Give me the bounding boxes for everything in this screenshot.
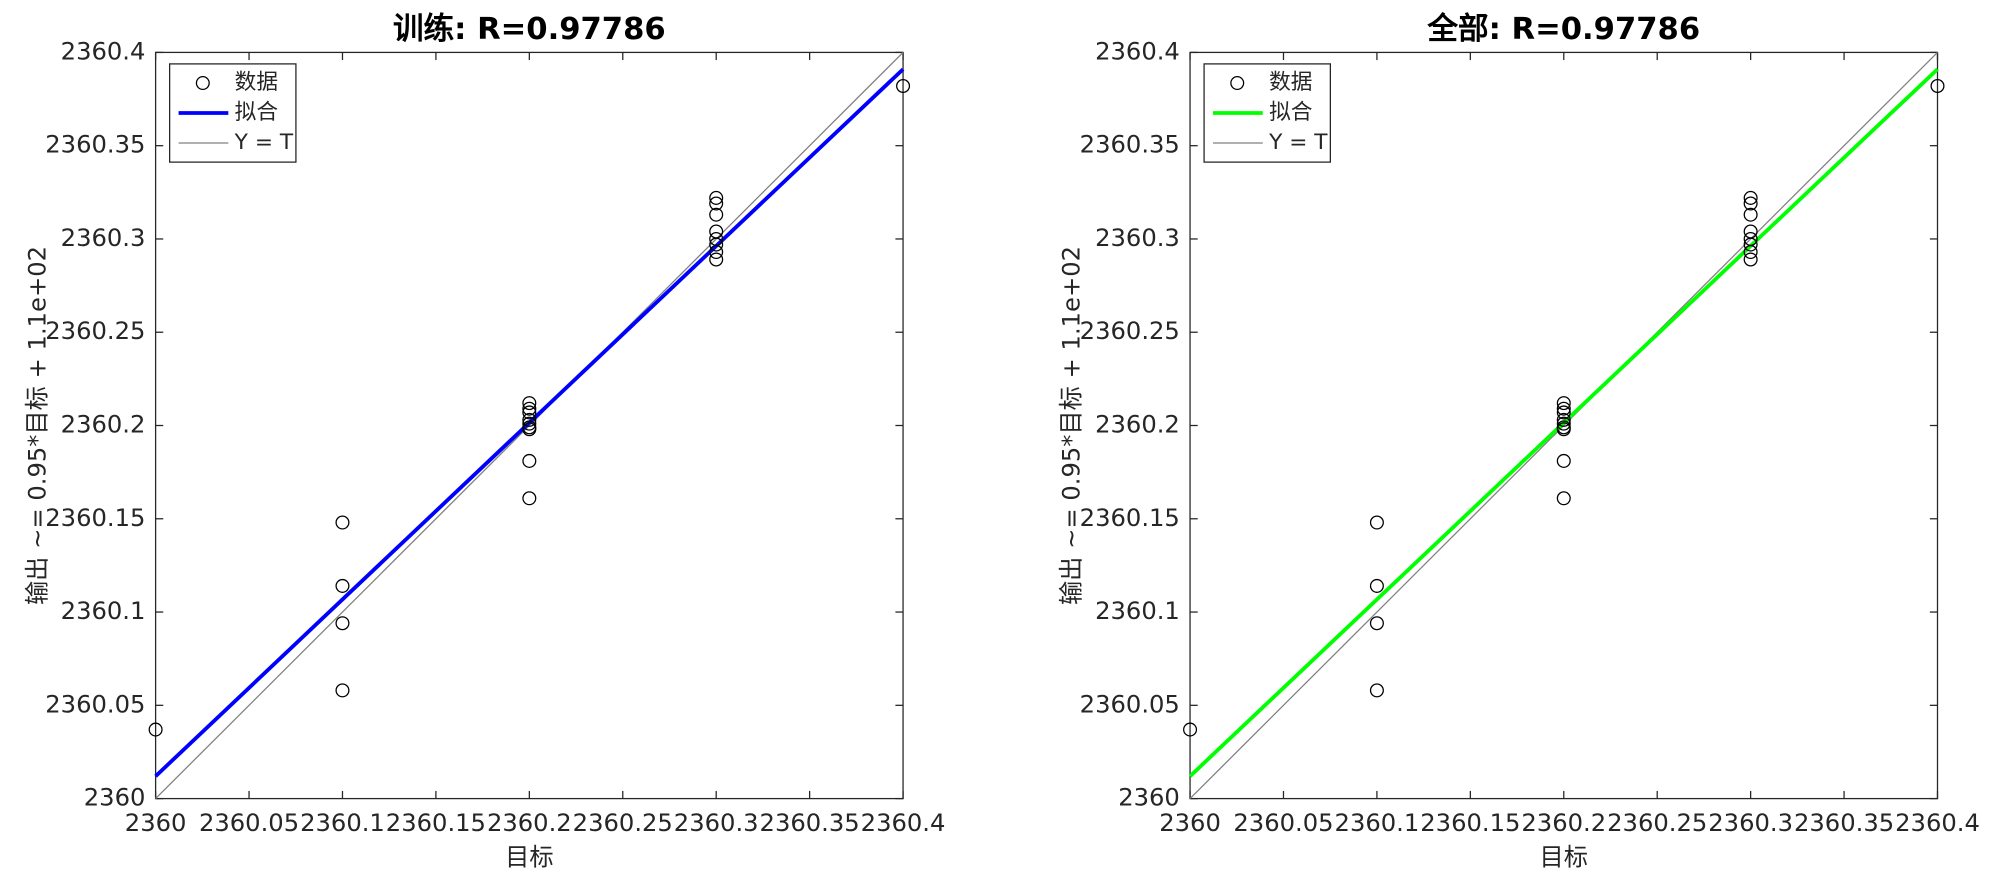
y-tick-label: 2360.25 — [45, 317, 145, 345]
data-point — [896, 78, 911, 94]
legend-marker — [1230, 76, 1245, 91]
data-point — [1369, 578, 1384, 593]
x-tick-label: 2360 — [1159, 809, 1221, 837]
chart-title: 全部: R=0.97786 — [1426, 11, 1700, 47]
x-tick-label: 2360.35 — [760, 809, 860, 837]
legend-label: 拟合 — [1269, 100, 1312, 125]
x-tick-label: 2360.4 — [861, 809, 946, 837]
legend-label: Y = T — [234, 130, 294, 155]
x-tick-label: 2360.1 — [1335, 809, 1420, 837]
data-point — [1743, 237, 1758, 252]
x-tick-label: 2360.25 — [573, 809, 673, 837]
data-point — [335, 578, 350, 593]
plot: 2360 2360.05 2360.1 2360.15 2360.2 2360.25 236… — [23, 12, 945, 871]
legend-label: 数据 — [1269, 70, 1312, 95]
x-tick-label: 2360.4 — [1895, 809, 1980, 837]
y-tick-label: 2360.35 — [45, 131, 145, 159]
data-point — [1183, 722, 1198, 737]
data-point — [1743, 190, 1758, 205]
y-tick-label: 2360.1 — [61, 597, 146, 625]
y-tick-label: 2360.05 — [45, 690, 145, 718]
data-point — [335, 616, 350, 631]
data-point — [1369, 515, 1384, 530]
data-point — [522, 401, 537, 416]
data-point — [522, 453, 537, 468]
data-point — [1743, 252, 1758, 267]
x-tick-label: 2360.05 — [1233, 809, 1333, 837]
data-point — [1369, 683, 1384, 698]
data-point — [522, 396, 537, 411]
x-tick-label: 2360 — [125, 809, 187, 837]
data-point — [709, 190, 724, 205]
y-tick-label: 2360.15 — [45, 504, 145, 532]
chart-title: 训练: R=0.97786 — [393, 12, 666, 47]
data-point — [1930, 78, 1945, 94]
data-point — [709, 252, 724, 267]
y-tick-label: 2360.1 — [1095, 597, 1180, 625]
data-point — [1556, 412, 1571, 427]
y-tick-label: 2360 — [1118, 784, 1180, 812]
data-point — [1556, 422, 1571, 437]
data-point — [1556, 416, 1571, 431]
y-axis-label: 输出 ~= 0.95*目标 + 1.1e+02 — [23, 246, 51, 605]
y-tick-label: 2360.25 — [1080, 317, 1180, 345]
data-point — [522, 405, 537, 420]
legend-marker — [195, 76, 210, 91]
x-tick-label: 2360.15 — [1420, 809, 1520, 837]
legend-label: Y = T — [1268, 130, 1328, 155]
data-point — [1743, 245, 1758, 260]
y-axis-label: 输出 ~= 0.95*目标 + 1.1e+02 — [1058, 246, 1086, 605]
legend-label: 拟合 — [235, 100, 278, 125]
data-point — [1743, 207, 1758, 222]
data-point — [1743, 196, 1758, 211]
y-tick-label: 2360.2 — [1095, 411, 1180, 439]
y-tick-label: 2360.05 — [1080, 690, 1180, 718]
data-point — [335, 515, 350, 530]
data-point — [709, 245, 724, 260]
data-point — [1556, 401, 1571, 416]
x-tick-label: 2360.2 — [487, 809, 572, 837]
data-point — [335, 683, 350, 698]
x-tick-label: 2360.2 — [1521, 809, 1606, 837]
data-point — [522, 491, 537, 506]
data-point — [709, 207, 724, 222]
y-tick-label: 2360 — [84, 784, 146, 812]
x-tick-label: 2360.3 — [674, 809, 759, 837]
data-point — [148, 722, 163, 737]
identity-line — [1189, 51, 1938, 800]
data-point — [709, 196, 724, 211]
data-point — [1556, 491, 1571, 506]
legend-label: 数据 — [235, 70, 278, 95]
y-tick-label: 2360.4 — [61, 37, 146, 65]
data-point — [1556, 453, 1571, 468]
x-tick-label: 2360.35 — [1794, 809, 1894, 837]
y-tick-label: 2360.3 — [61, 224, 146, 252]
x-tick-label: 2360.1 — [300, 809, 385, 837]
x-axis-label: 目标 — [1540, 844, 1588, 872]
x-tick-label: 2360.15 — [386, 809, 486, 837]
data-point — [522, 416, 537, 431]
data-point — [709, 237, 724, 252]
plot: 2360 2360.05 2360.1 2360.15 2360.2 2360.25 236… — [1058, 11, 1980, 871]
x-axis-label: 目标 — [505, 844, 553, 872]
data-point — [1556, 405, 1571, 420]
data-point — [1369, 616, 1384, 631]
y-tick-label: 2360.3 — [1095, 224, 1180, 252]
x-tick-label: 2360.3 — [1708, 809, 1793, 837]
y-tick-label: 2360.4 — [1095, 37, 1180, 65]
data-point — [1556, 396, 1571, 411]
data-point — [522, 412, 537, 427]
y-tick-label: 2360.35 — [1080, 131, 1180, 159]
identity-line — [155, 51, 904, 800]
y-tick-label: 2360.15 — [1080, 504, 1180, 532]
y-tick-label: 2360.2 — [61, 411, 146, 439]
x-tick-label: 2360.05 — [199, 809, 299, 837]
x-tick-label: 2360.25 — [1607, 809, 1707, 837]
data-point — [522, 422, 537, 437]
